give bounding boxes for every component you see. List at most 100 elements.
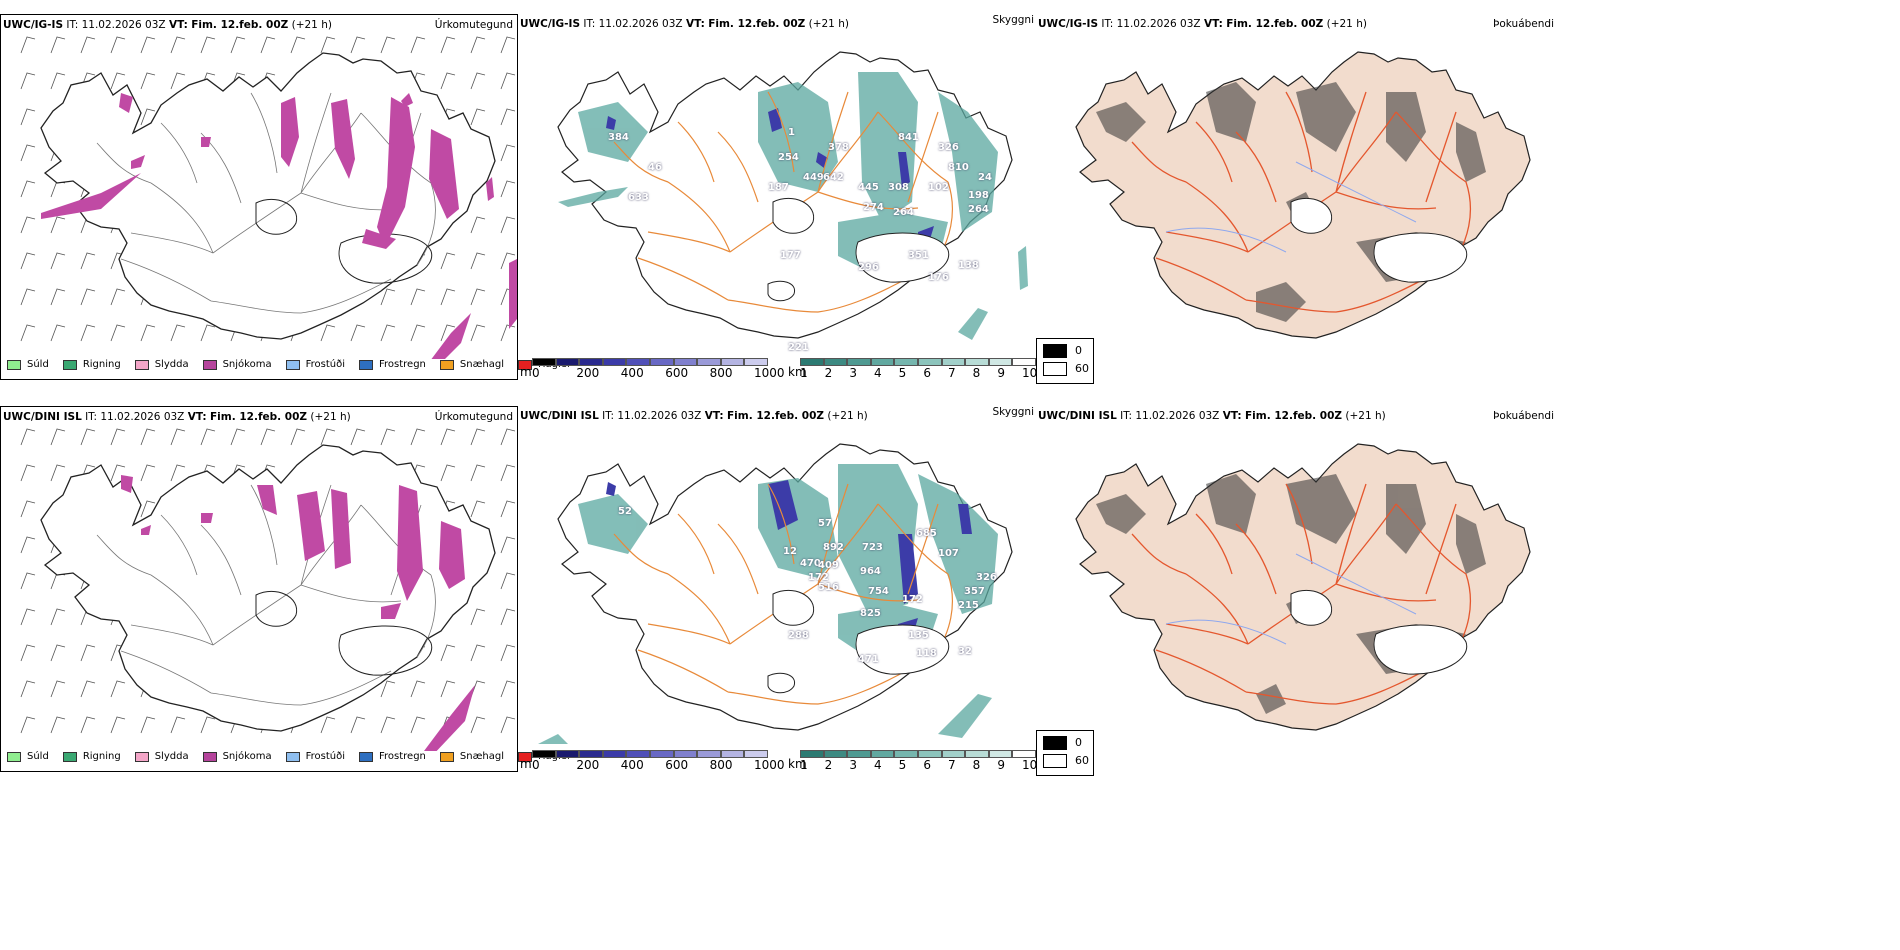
colorbar-segment <box>965 750 989 758</box>
black-label: 0 <box>1075 736 1082 749</box>
colorbar-tick: 600 <box>665 366 689 380</box>
visibility-map <box>538 443 1013 744</box>
visibility-map <box>557 51 1028 340</box>
variable-label: Þokuábendi <box>1493 18 1554 30</box>
colorbar-segment <box>579 750 603 758</box>
legend-swatch <box>285 751 300 762</box>
visibility-value: 471 <box>858 654 879 665</box>
valid-time: Fim. 12.feb. 00Z <box>708 18 806 30</box>
black-swatch <box>1043 344 1067 358</box>
legend-item: Frostregn <box>359 359 426 370</box>
fog-map <box>1075 51 1531 339</box>
legend-swatch <box>7 751 21 762</box>
legend-item: Frostregn <box>359 751 426 762</box>
colorbar-segment <box>626 358 650 366</box>
colorbar-segment <box>602 358 627 366</box>
very-low-visibility-areas <box>606 108 934 250</box>
visibility-value: 135 <box>908 630 929 641</box>
visibility-value: 107 <box>938 548 959 559</box>
visibility-value: 633 <box>628 192 649 203</box>
colorbar-tick: 1000 <box>754 758 785 772</box>
colorbar-tick: 8 <box>972 366 981 380</box>
fog-panel-row1: UWC/IG-IS IT: 11.02.2026 03Z VT: Fim. 12… <box>1036 14 1556 384</box>
visibility-value: 57 <box>818 518 832 529</box>
colorbar-tick: 7 <box>948 758 956 772</box>
colorbar-segment <box>697 750 721 758</box>
colorbar-tick: 8 <box>972 758 981 772</box>
legend-item: Frostúði <box>285 359 345 370</box>
visibility-value: 409 <box>818 560 839 571</box>
visibility-value: 288 <box>788 630 809 641</box>
visibility-value: 326 <box>938 142 959 153</box>
visibility-value: 172 <box>808 572 829 583</box>
legend-item: Rigning <box>62 751 121 762</box>
colorbar-segment <box>894 358 918 366</box>
visibility-value: 810 <box>948 162 969 173</box>
lead-time: (+21 h) <box>808 18 849 30</box>
variable-label: Úrkomutegund <box>434 19 513 31</box>
init-time: IT: 11.02.2026 03Z <box>1101 18 1201 30</box>
black-swatch <box>1043 736 1067 750</box>
legend-swatch <box>134 359 149 370</box>
precip-legend: Súld Rigning Slydda Snjókoma Frostúði Frostre… <box>7 751 584 762</box>
visibility-value: 754 <box>868 586 889 597</box>
panel-title: UWC/DINI ISL IT: 11.02.2026 03Z VT: Fim.… <box>3 411 351 423</box>
legend-item: Snjókoma <box>202 359 272 370</box>
legend-label: Súld <box>27 751 49 762</box>
valid-time: Fim. 12.feb. 00Z <box>1226 18 1324 30</box>
colorbar-tick: 400 <box>620 758 644 772</box>
colorbar-tick: 4 <box>874 366 882 380</box>
colorbar-tick: 4 <box>874 758 882 772</box>
colorbar-meters: m 0 200 400 600 800 1000 <box>520 750 785 772</box>
fog-map <box>1075 443 1531 731</box>
panel-title: UWC/IG-IS IT: 11.02.2026 03Z VT: Fim. 12… <box>1038 18 1367 30</box>
colorbar-tick: 1 <box>800 366 808 380</box>
visibility-value: 296 <box>858 262 879 273</box>
colorbar-segment <box>847 750 871 758</box>
precip-type-map <box>20 428 516 751</box>
colorbar-segment <box>1012 358 1036 366</box>
precip-type-panel-row1: UWC/IG-IS IT: 11.02.2026 03Z VT: Fim. 12… <box>0 14 570 380</box>
colorbar-segment <box>988 358 1013 366</box>
visibility-value: 892 <box>823 542 844 553</box>
legend-label: Snjókoma <box>222 359 272 370</box>
colorbar-tick: 6 <box>923 758 931 772</box>
snow-areas <box>41 93 517 359</box>
colorbar-tick: 9 <box>997 366 1005 380</box>
colorbar-tick: 2 <box>824 366 833 380</box>
colorbar-segment <box>870 358 895 366</box>
panel-title: UWC/DINI ISL IT: 11.02.2026 03Z VT: Fim.… <box>1038 410 1386 422</box>
colorbar-segment <box>579 358 603 366</box>
legend-swatch <box>62 751 77 762</box>
model-name: UWC/IG-IS <box>1038 18 1099 30</box>
colorbar-segment <box>918 358 942 366</box>
colorbar-segment <box>555 750 580 758</box>
colorbar-tick: 600 <box>665 758 689 772</box>
colorbar-segment <box>941 358 966 366</box>
legend-label: Slydda <box>154 359 189 370</box>
model-name: UWC/IG-IS <box>3 19 64 31</box>
valid-label: VT: <box>187 411 207 423</box>
init-time: IT: 11.02.2026 03Z <box>85 411 185 423</box>
colorbar-segment <box>673 750 698 758</box>
colorbar-tick: 400 <box>620 366 644 380</box>
colorbar-segment <box>744 750 768 758</box>
model-name: UWC/DINI ISL <box>1038 410 1117 422</box>
white-swatch <box>1043 362 1067 376</box>
valid-time: Fim. 12.feb. 00Z <box>191 19 289 31</box>
valid-label: VT: <box>1203 18 1223 30</box>
legend-swatch <box>359 751 373 762</box>
visibility-value: 516 <box>818 582 839 593</box>
visibility-value: 326 <box>976 572 997 583</box>
colorbar-segment <box>823 750 848 758</box>
colorbar-tick: 5 <box>898 758 907 772</box>
snow-areas <box>121 475 475 751</box>
visibility-value: 264 <box>893 207 914 218</box>
visibility-value: 24 <box>978 172 992 183</box>
legend-label: Rigning <box>82 359 121 370</box>
visibility-value: 32 <box>958 646 972 657</box>
colorbar-segment <box>870 750 895 758</box>
legend-swatch <box>439 359 454 370</box>
visibility-value: 964 <box>860 566 881 577</box>
legend-swatch <box>518 751 533 762</box>
